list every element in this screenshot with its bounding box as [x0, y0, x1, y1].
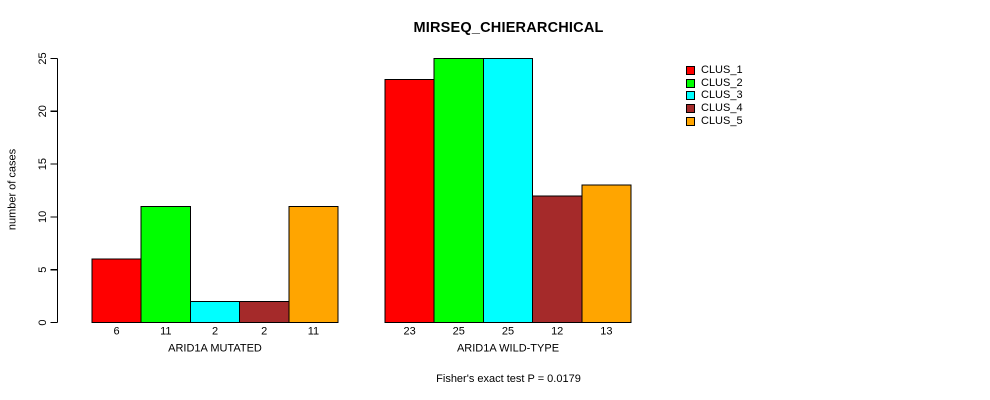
- bar-value-label: 25: [502, 326, 514, 338]
- bar-clus_1-group1: [91, 258, 142, 324]
- y-axis-label: number of cases: [6, 148, 19, 231]
- bar-value-label: 13: [600, 326, 612, 338]
- bar-value-label: 23: [403, 326, 415, 338]
- legend-label: CLUS_5: [701, 114, 743, 127]
- legend-swatch: [686, 78, 695, 88]
- bar-clus_4-group1: [239, 300, 290, 324]
- legend-item-clus_3: CLUS_3: [686, 89, 743, 102]
- y-tick-label: 0: [37, 319, 49, 325]
- legend: CLUS_1 CLUS_2 CLUS_3 CLUS_4 CLUS_5: [686, 64, 743, 127]
- bar-clus_3-group1: [189, 300, 241, 324]
- legend-swatch: [686, 103, 695, 113]
- bar-clus_5-group1: [288, 205, 339, 323]
- y-tick-label: 25: [37, 52, 49, 64]
- legend-label: CLUS_2: [701, 76, 743, 89]
- legend-item-clus_2: CLUS_2: [686, 77, 743, 90]
- legend-item-clus_4: CLUS_4: [686, 102, 743, 115]
- bar-clus_5-group2: [581, 184, 632, 323]
- legend-label: CLUS_1: [701, 63, 743, 76]
- legend-item-clus_5: CLUS_5: [686, 115, 743, 128]
- legend-swatch: [686, 91, 695, 101]
- legend-swatch: [686, 116, 695, 126]
- y-tick-label: 20: [37, 105, 49, 117]
- subtitle-annotation: Fisher's exact test P = 0.0179: [436, 373, 581, 385]
- bar-clus_2-group2: [433, 58, 484, 323]
- y-tick-label: 15: [37, 158, 49, 170]
- bar-clus_3-group2: [482, 58, 534, 323]
- group-label-2: ARID1A WILD-TYPE: [457, 343, 559, 355]
- bar-value-label: 2: [212, 326, 218, 338]
- bar-value-label: 11: [308, 326, 319, 338]
- bar-value-label: 11: [160, 326, 171, 338]
- bar-value-label: 6: [114, 326, 120, 338]
- bar-clus_4-group2: [532, 195, 583, 323]
- legend-label: CLUS_4: [701, 101, 743, 114]
- legend-label: CLUS_3: [701, 89, 743, 102]
- chart-title: MIRSEQ_CHIERARCHICAL: [413, 20, 604, 36]
- legend-swatch: [686, 65, 695, 75]
- bar-clus_2-group1: [140, 205, 191, 323]
- bar-clus_1-group2: [384, 79, 435, 324]
- bar-value-label: 2: [261, 326, 267, 338]
- legend-item-clus_1: CLUS_1: [686, 64, 743, 77]
- group-label-1: ARID1A MUTATED: [168, 343, 262, 355]
- bar-value-label: 25: [453, 326, 465, 338]
- y-tick-label: 5: [37, 267, 49, 273]
- bar-value-label: 12: [551, 326, 563, 338]
- y-tick-label: 10: [37, 211, 49, 223]
